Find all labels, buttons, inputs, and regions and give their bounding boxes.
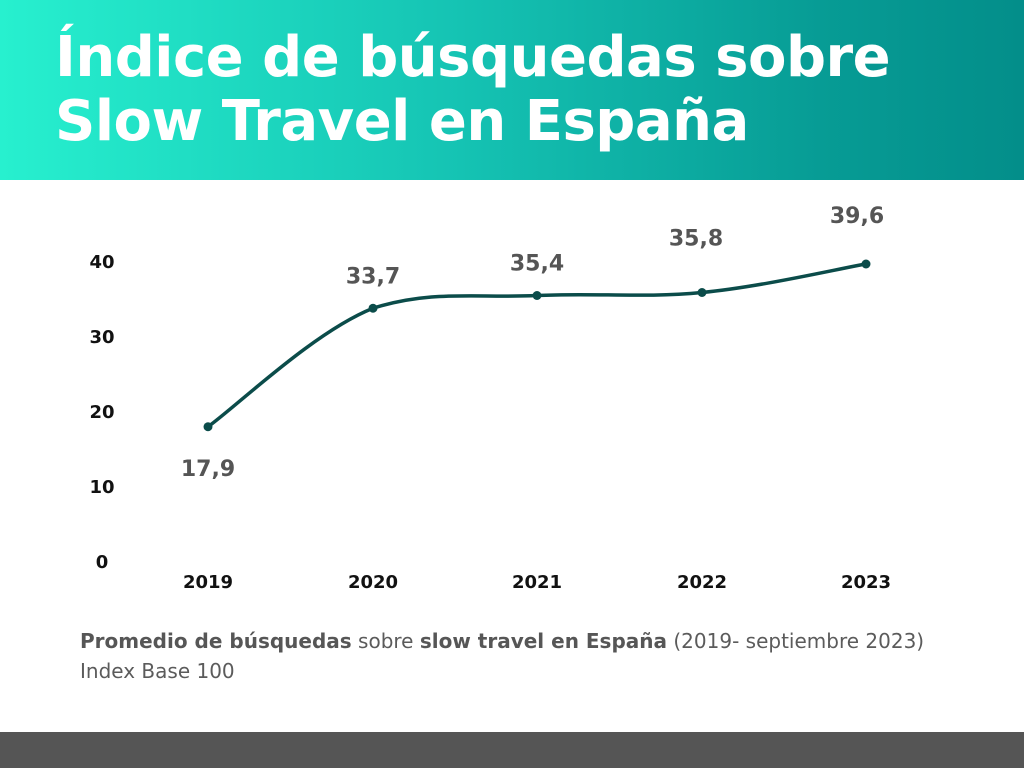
caption-text-2: (2019- septiembre 2023) [667,629,925,653]
x-tick-label: 2022 [677,572,727,593]
title-line-1: Índice de búsquedas sobre [55,25,891,90]
caption-line-2: Index Base 100 [80,659,235,683]
page-title: Índice de búsquedas sobre Slow Travel en… [55,26,995,154]
data-label: 35,8 [669,227,723,252]
data-label: 35,4 [510,252,564,277]
data-labels: 17,9 33,7 35,4 35,8 39,6 [181,204,884,482]
data-point [861,259,871,269]
y-tick-label: 20 [89,402,114,423]
y-axis: 0 10 20 30 40 [89,252,114,573]
caption-bold-1: Promedio de búsquedas [80,629,352,653]
data-label: 39,6 [830,204,884,229]
chart-caption: Promedio de búsquedas sobre slow travel … [80,626,980,686]
data-point [532,291,542,300]
x-tick-label: 2020 [348,572,398,593]
title-line-2: Slow Travel en España [55,89,749,154]
caption-bold-2: slow travel en España [419,629,668,653]
data-label: 33,7 [346,264,400,289]
x-axis: 2019 2020 2021 2022 2023 [183,572,891,593]
data-point [203,422,213,432]
y-tick-label: 30 [89,327,114,348]
footer-bar [0,732,1024,768]
data-points [203,259,871,432]
x-tick-label: 2023 [841,572,891,593]
y-tick-label: 40 [89,252,114,273]
data-label: 17,9 [181,457,235,482]
line-chart: 0 10 20 30 40 2019 2020 2021 2022 2023 17,9 33,7 3… [89,204,891,593]
y-tick-label: 10 [89,477,114,498]
data-point [368,303,378,313]
data-point [697,288,707,297]
caption-text-1: sobre [351,629,420,653]
x-tick-label: 2019 [183,572,233,593]
caption-line-1: Promedio de búsquedas sobre slow travel … [80,626,980,656]
title-banner: Índice de búsquedas sobre Slow Travel en… [0,0,1024,180]
y-tick-label: 0 [96,552,109,573]
series-line [206,262,868,429]
x-tick-label: 2021 [512,572,562,593]
